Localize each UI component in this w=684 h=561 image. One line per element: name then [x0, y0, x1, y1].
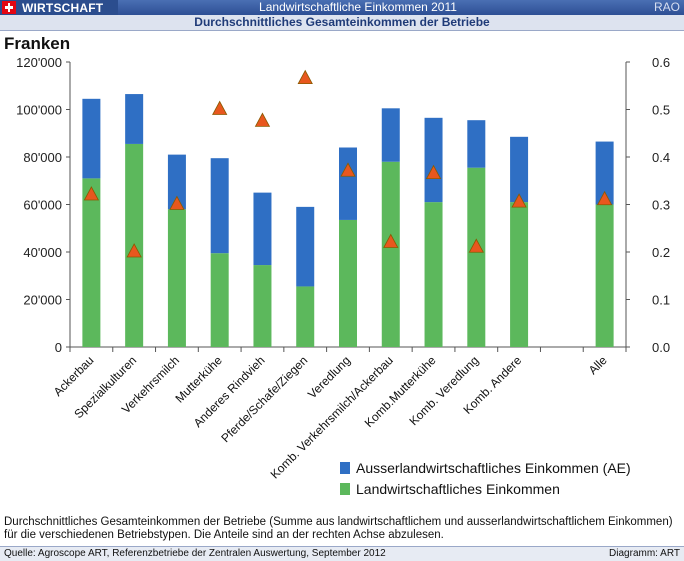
- ae-share-marker: [169, 195, 185, 210]
- bar-landwirtschaftlich: [339, 219, 357, 347]
- y-tick-label: 80'000: [23, 150, 62, 165]
- legend-label-ae: Ausserlandwirtschaftliches Einkommen (AE…: [356, 460, 631, 476]
- bar-landwirtschaftlich: [510, 202, 529, 347]
- source-note: Quelle: Agroscope ART, Referenzbetriebe …: [4, 548, 386, 559]
- ae-share-marker: [596, 190, 613, 206]
- bar-ausserlandwirtschaftlich: [82, 98, 101, 179]
- bar-ausserlandwirtschaftlich: [339, 147, 357, 220]
- bar-landwirtschaftlich: [467, 167, 486, 347]
- chart-caption: Durchschnittliches Gesamteinkommen der B…: [4, 516, 673, 541]
- y-tick-label: 60'000: [23, 198, 62, 213]
- y-tick-label: 120'000: [16, 55, 62, 70]
- category-label: Pferde/Schafe/Ziegen: [218, 353, 310, 445]
- bar-ausserlandwirtschaftlich: [253, 192, 272, 266]
- y2-tick-label: 0.4: [652, 150, 670, 165]
- bar-landwirtschaftlich: [381, 161, 400, 347]
- ae-share-marker: [83, 186, 100, 201]
- ae-share-marker: [383, 233, 399, 248]
- bar-ausserlandwirtschaftlich: [467, 120, 486, 168]
- bar-ausserlandwirtschaftlich: [510, 136, 529, 203]
- bar-landwirtschaftlich: [424, 202, 443, 347]
- y2-tick-label: 0.3: [652, 198, 670, 213]
- y-axis-units-label: Franken: [4, 34, 71, 53]
- header-right-label: RAO: [653, 0, 680, 14]
- y-tick-label: 100'000: [16, 103, 62, 118]
- bar-landwirtschaftlich: [82, 178, 101, 347]
- income-chart: 0 20'000 40'000 60'000 80'000 100'000 120'000 0…: [16, 55, 670, 497]
- bar-ausserlandwirtschaftlich: [210, 158, 229, 254]
- bar-ausserlandwirtschaftlich: [125, 94, 144, 144]
- ae-share-marker: [511, 193, 527, 208]
- legend-swatch-landw: [340, 483, 350, 495]
- ae-share-marker: [126, 243, 142, 258]
- chart-subtitle: Durchschnittliches Gesamteinkommen der B…: [0, 15, 684, 31]
- footer-bar: Quelle: Agroscope ART, Referenzbetriebe …: [0, 546, 684, 561]
- y2-tick-label: 0.2: [652, 245, 670, 260]
- section-label: WIRTSCHAFT: [22, 0, 104, 15]
- swiss-flag-icon: [2, 1, 16, 14]
- legend-swatch-ae: [340, 462, 350, 474]
- bar-ausserlandwirtschaftlich: [595, 141, 614, 205]
- y-tick-label: 20'000: [23, 293, 62, 308]
- header-bar: WIRTSCHAFT Landwirtschaftliche Einkommen…: [0, 0, 684, 15]
- bar-landwirtschaftlich: [296, 286, 315, 347]
- bar-landwirtschaftlich: [595, 204, 614, 347]
- y2-tick-label: 0.5: [652, 103, 670, 118]
- bar-ausserlandwirtschaftlich: [424, 117, 443, 203]
- bar-landwirtschaftlich: [210, 253, 229, 347]
- y-tick-label: 0: [55, 340, 62, 355]
- ae-share-marker: [340, 162, 356, 177]
- bar-landwirtschaftlich: [167, 209, 186, 347]
- ae-share-marker: [254, 112, 271, 127]
- y2-tick-label: 0.6: [652, 55, 670, 70]
- y2-tick-label: 0.1: [652, 293, 670, 308]
- y-tick-label: 40'000: [23, 245, 62, 260]
- y2-tick-label: 0.0: [652, 340, 670, 355]
- bar-landwirtschaftlich: [253, 265, 272, 347]
- legend-label-landw: Landwirtschaftliches Einkommen: [356, 481, 560, 497]
- bar-ausserlandwirtschaftlich: [381, 108, 400, 162]
- bar-ausserlandwirtschaftlich: [167, 154, 186, 210]
- ae-share-marker: [425, 164, 442, 180]
- section-badge: WIRTSCHAFT: [0, 0, 118, 15]
- ae-share-marker: [468, 238, 484, 253]
- bar-ausserlandwirtschaftlich: [296, 206, 315, 287]
- page-title: Landwirtschaftliche Einkommen 2011: [259, 0, 457, 14]
- ae-share-marker: [212, 100, 228, 115]
- ae-share-marker: [297, 69, 313, 85]
- diagram-credit: Diagramm: ART: [609, 548, 680, 559]
- category-label: Alle: [586, 353, 610, 377]
